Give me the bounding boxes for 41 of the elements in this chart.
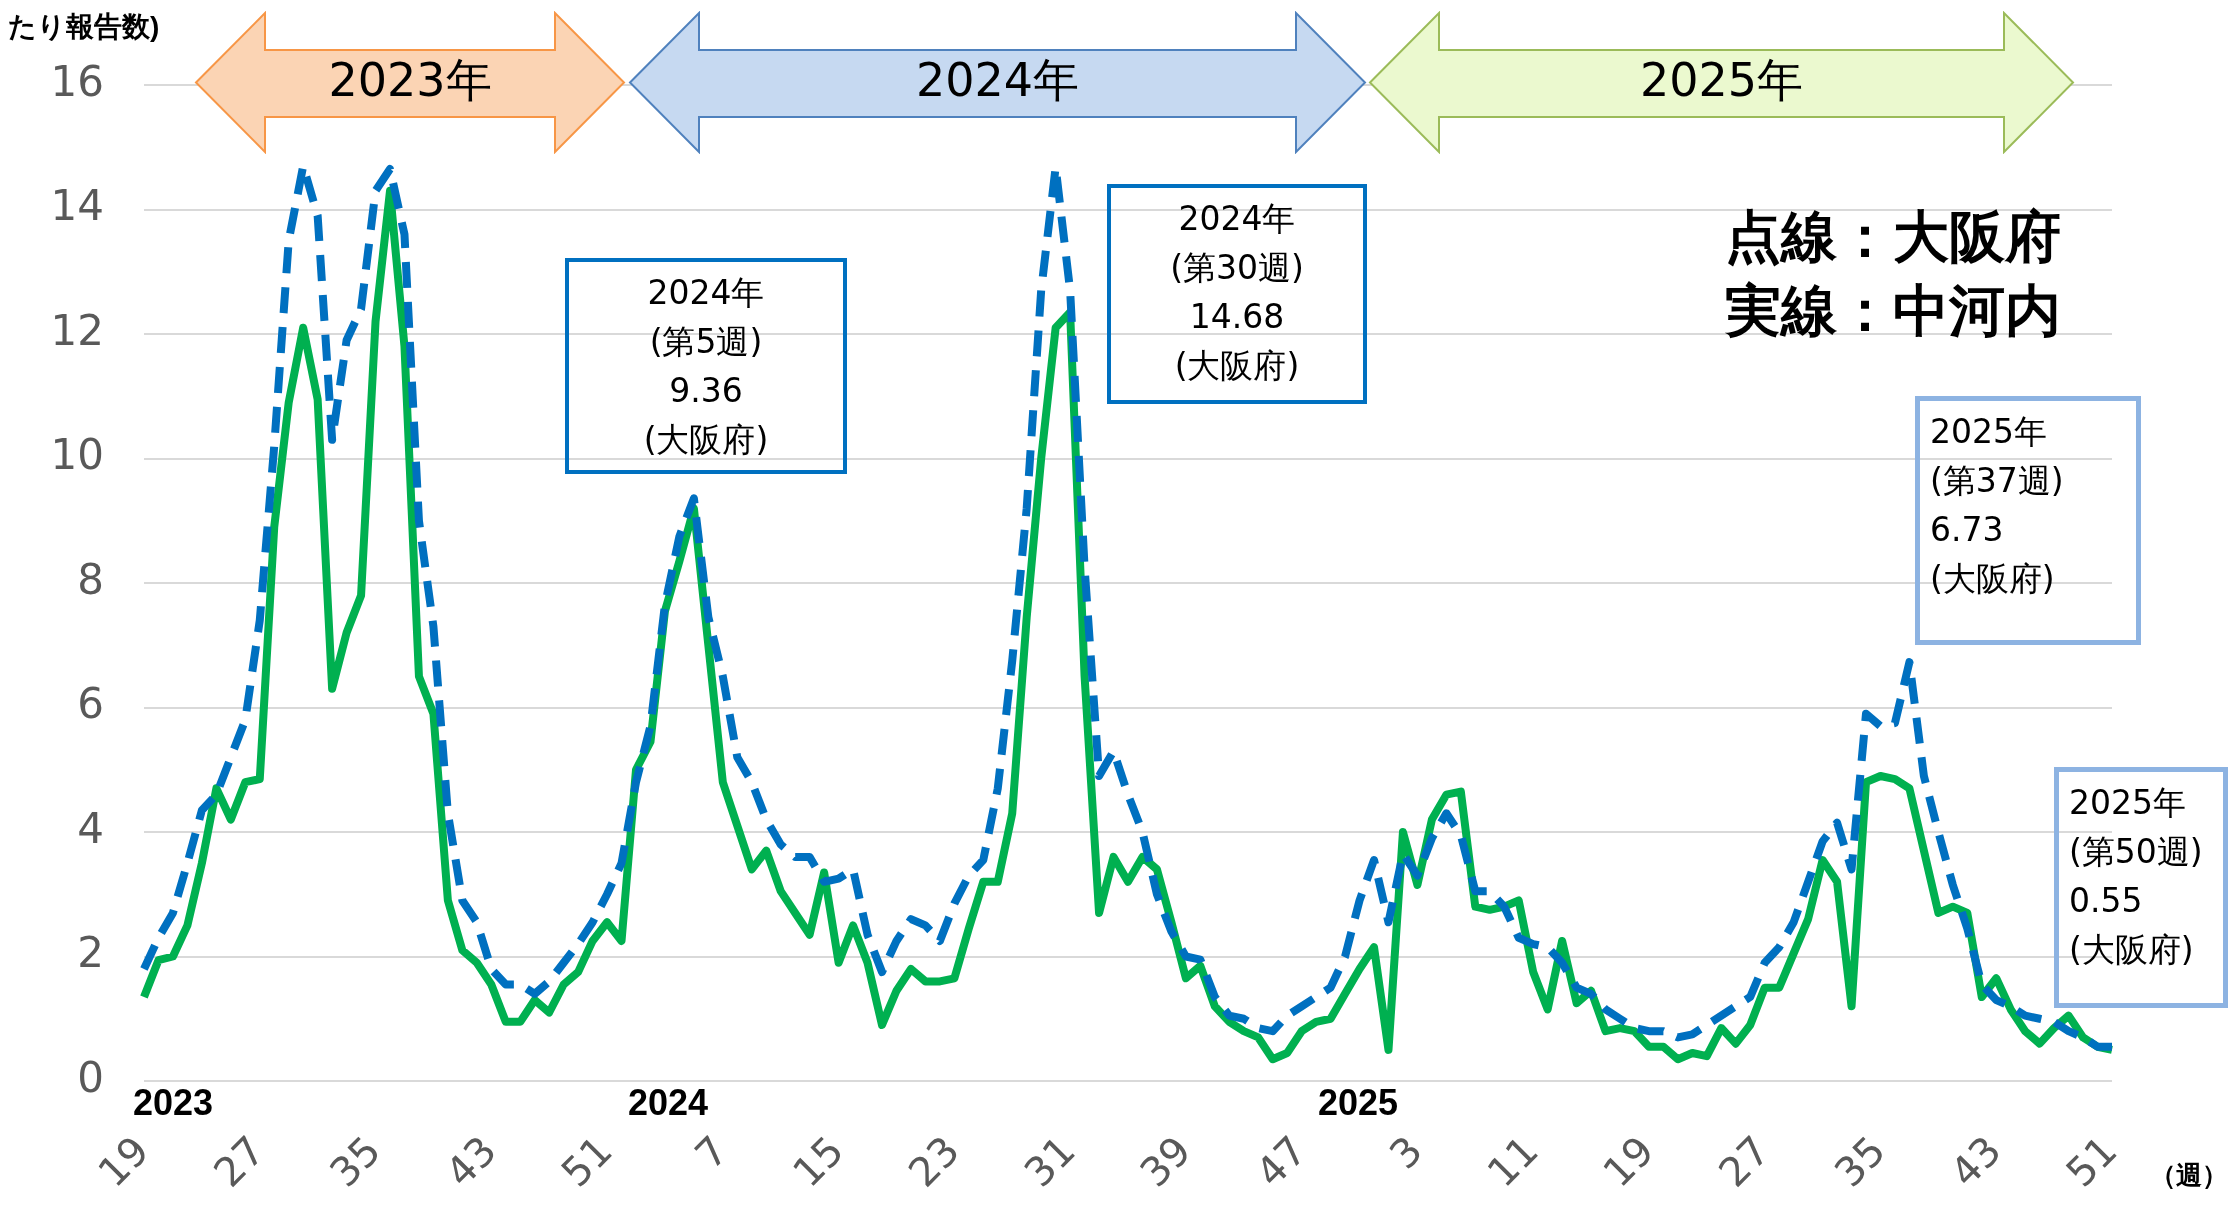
text: 2023	[131, 1082, 215, 1124]
x-tick-label: 27	[204, 1127, 274, 1196]
y-tick-label: 10	[50, 430, 104, 480]
annotation: 点線：大阪府	[1725, 203, 2061, 271]
x-tick-label: 15	[783, 1127, 853, 1196]
y-tick-label: 12	[50, 305, 104, 355]
y-tick-label: 8	[77, 554, 104, 604]
annotation: 2025年 (第37週) 6.73 (大阪府)	[1930, 411, 2065, 600]
x-tick-label: 47	[1246, 1127, 1316, 1196]
annotation: 2025年 (第50週) 0.55 (大阪府)	[2069, 782, 2204, 971]
x-tick-label: 51	[2057, 1127, 2126, 1196]
annotation: 2024年 (第30週) 14.68 (大阪府)	[1169, 198, 1305, 387]
x-tick-label: 3	[1380, 1127, 1432, 1178]
x-tick-label: 35	[1825, 1127, 1895, 1196]
annotation: 2024年 (第5週) 9.36 (大阪府)	[642, 272, 770, 461]
text: 2025	[1316, 1082, 1400, 1124]
annotation: 2023年	[327, 52, 493, 109]
x-tick-label: 23	[899, 1127, 969, 1196]
x-tick-label: 51	[552, 1127, 621, 1196]
y-tick-label: 4	[77, 803, 104, 853]
annotation: 2024年	[914, 52, 1081, 109]
x-axis-title: （週）	[2150, 1159, 2228, 1192]
x-tick-label: 19	[89, 1127, 158, 1196]
y-tick-label: 16	[50, 56, 104, 106]
y-tick-label: 2	[77, 928, 104, 978]
y-tick-label: 0	[77, 1052, 104, 1102]
x-tick-label: 19	[1594, 1127, 1663, 1196]
x-tick-label: 35	[320, 1127, 390, 1196]
annotation: 2025年	[1638, 52, 1805, 109]
x-tick-label: 7	[686, 1127, 737, 1178]
y-tick-label: 14	[50, 181, 104, 231]
y-axis-title: たり報告数)	[8, 10, 160, 44]
y-tick-label: 6	[77, 679, 104, 729]
x-tick-label: 27	[1709, 1127, 1779, 1196]
x-tick-label: 39	[1131, 1127, 1200, 1196]
text: 2024	[626, 1082, 710, 1124]
x-tick-label: 11	[1478, 1127, 1547, 1196]
x-tick-label: 43	[436, 1127, 506, 1196]
x-tick-label: 31	[1015, 1127, 1084, 1196]
x-tick-label: 43	[1941, 1127, 2010, 1196]
annotation: 実線：中河内	[1725, 277, 2061, 345]
